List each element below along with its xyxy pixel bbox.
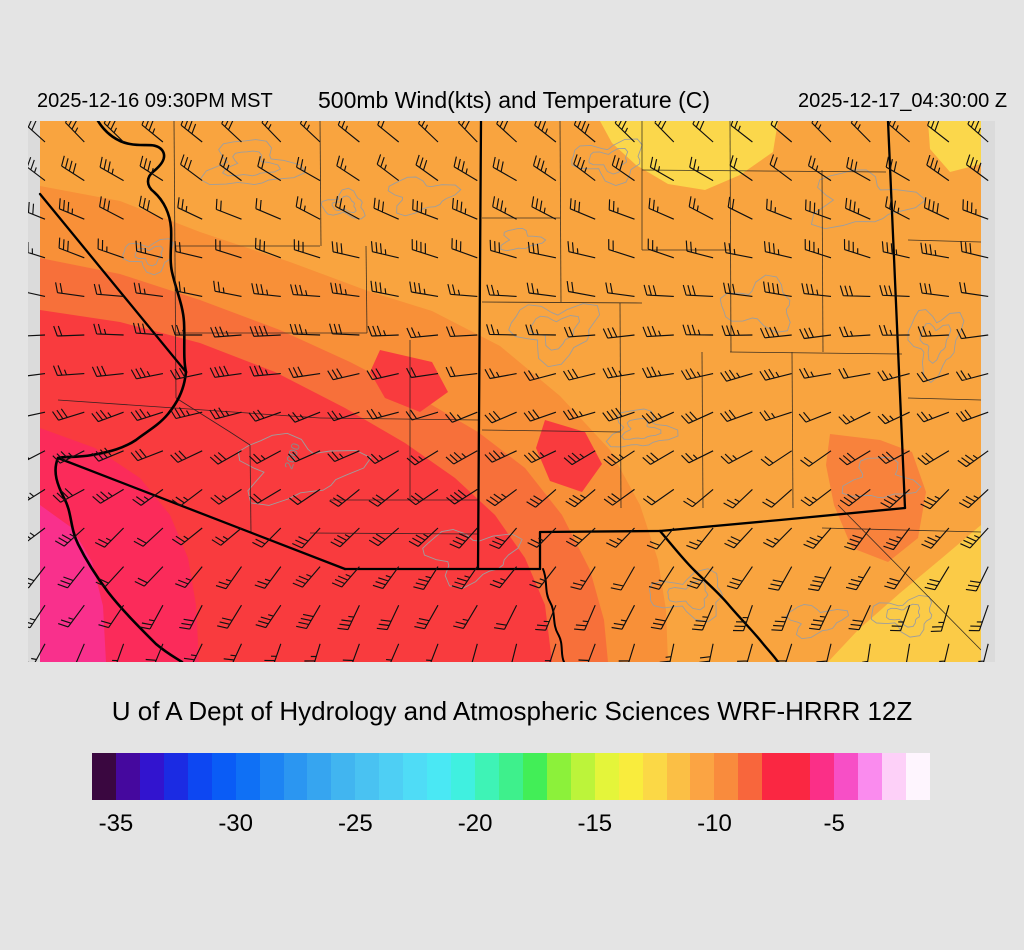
colorbar-tick-label: -25 bbox=[338, 810, 373, 837]
border-rio-grande bbox=[658, 529, 780, 664]
colorbar-segment bbox=[738, 753, 763, 800]
border-az-nm-border bbox=[476, 119, 483, 571]
border-sonora-line bbox=[542, 568, 565, 663]
colorbar bbox=[92, 753, 930, 800]
border-bootheel bbox=[538, 529, 662, 571]
temp-region-magenta-corner bbox=[40, 505, 106, 662]
state-borders bbox=[38, 119, 907, 664]
colorbar-tick-label: -35 bbox=[98, 810, 134, 837]
border-nm-south-border bbox=[658, 506, 907, 533]
timestamp-utc: 2025-12-17_04:30:00 Z bbox=[798, 90, 1008, 112]
colorbar-segment bbox=[379, 753, 404, 800]
colorbar-segment bbox=[163, 753, 188, 800]
map-title: 500mb Wind(kts) and Temperature (C) bbox=[318, 87, 710, 113]
colorbar-segment bbox=[762, 753, 787, 800]
colorbar-tick-label: -15 bbox=[577, 810, 613, 837]
caption: U of A Dept of Hydrology and Atmospheric… bbox=[111, 696, 913, 726]
colorbar-segment bbox=[714, 753, 739, 800]
colorbar-segment bbox=[498, 753, 523, 800]
colorbar-segment bbox=[451, 753, 475, 800]
colorbar-segment bbox=[307, 753, 332, 800]
colorbar-segment bbox=[92, 753, 116, 800]
county-lines bbox=[57, 121, 981, 651]
colorbar-segment bbox=[594, 753, 619, 800]
colorbar-segment bbox=[522, 753, 547, 800]
colorbar-segment bbox=[666, 753, 691, 800]
colorbar-tick-label: -10 bbox=[697, 810, 732, 837]
colorbar-segment bbox=[475, 753, 499, 800]
colorbar-segment bbox=[235, 753, 260, 800]
colorbar-segment bbox=[427, 753, 452, 800]
colorbar-segment bbox=[786, 753, 811, 800]
colorbar-segment bbox=[403, 753, 428, 800]
colorbar-segment bbox=[618, 753, 643, 800]
colorbar-segment bbox=[355, 753, 380, 800]
map-right-margin bbox=[981, 121, 995, 662]
border-colorado-river-south bbox=[54, 370, 188, 664]
temp-region-red-patch-north bbox=[370, 350, 448, 412]
colorbar-segment bbox=[546, 753, 571, 800]
colorbar-segment bbox=[690, 753, 715, 800]
colorbar-segment bbox=[642, 753, 667, 800]
colorbar-ticks: -35 -30 -25 -20 -15 -10 -5 bbox=[92, 810, 930, 842]
border-nm-tx-east-border bbox=[886, 119, 907, 510]
colorbar-tick-label: -5 bbox=[823, 810, 845, 837]
colorbar-segment bbox=[259, 753, 284, 800]
weather-map: 2000 bbox=[12, 113, 995, 673]
colorbar-segment bbox=[905, 753, 930, 800]
colorbar-segment bbox=[187, 753, 212, 800]
colorbar-segment bbox=[115, 753, 140, 800]
map-left-margin bbox=[28, 121, 40, 662]
colorbar-tick-label: -30 bbox=[218, 810, 253, 837]
colorbar-segment bbox=[283, 753, 308, 800]
wind-barbs bbox=[12, 113, 989, 673]
border-mexico-diagonal bbox=[56, 456, 347, 571]
terrain-contours bbox=[122, 138, 965, 640]
colorbar-segment bbox=[858, 753, 882, 800]
colorbar-segment bbox=[810, 753, 835, 800]
timestamp-local: 2025-12-16 09:30PM MST bbox=[37, 90, 273, 112]
colorbar-segment bbox=[331, 753, 356, 800]
colorbar-segment bbox=[881, 753, 906, 800]
colorbar-segment bbox=[570, 753, 595, 800]
colorbar-tick-label: -20 bbox=[457, 810, 493, 837]
colorbar-segment bbox=[211, 753, 236, 800]
border-colorado-river-north bbox=[96, 119, 188, 374]
colorbar-segment bbox=[834, 753, 858, 800]
border-nevada-diagonal bbox=[38, 192, 188, 374]
colorbar-segment bbox=[139, 753, 164, 800]
map-area: 2000 bbox=[12, 113, 995, 673]
temp-region-yellow-north bbox=[600, 121, 778, 190]
